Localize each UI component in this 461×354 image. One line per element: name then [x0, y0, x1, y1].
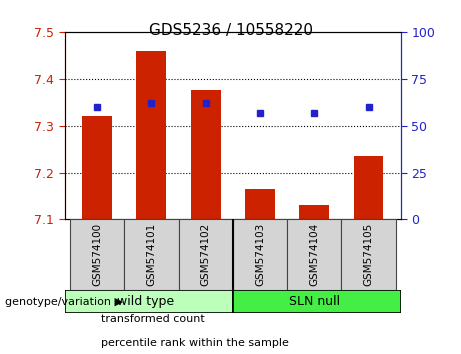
Bar: [178, 219, 233, 290]
Bar: [191, 91, 221, 219]
Bar: [299, 205, 329, 219]
Bar: [70, 219, 124, 290]
Bar: [233, 219, 287, 290]
Text: GSM574103: GSM574103: [255, 223, 265, 286]
Text: GSM574101: GSM574101: [147, 223, 156, 286]
Text: transformed count: transformed count: [101, 314, 205, 324]
Bar: [124, 219, 178, 290]
Bar: [287, 219, 341, 290]
Bar: [354, 156, 384, 219]
Text: GSM574104: GSM574104: [309, 223, 319, 286]
Text: GDS5236 / 10558220: GDS5236 / 10558220: [148, 23, 313, 38]
Text: GSM574102: GSM574102: [201, 223, 211, 286]
Text: genotype/variation ▶: genotype/variation ▶: [5, 297, 123, 307]
Text: percentile rank within the sample: percentile rank within the sample: [101, 338, 290, 348]
Text: GSM574105: GSM574105: [364, 223, 373, 286]
Bar: [233, 290, 401, 313]
Text: SLN null: SLN null: [289, 295, 340, 308]
Bar: [341, 219, 396, 290]
Bar: [65, 290, 233, 313]
Text: wild type: wild type: [118, 295, 175, 308]
Bar: [245, 189, 275, 219]
Bar: [136, 51, 166, 219]
Bar: [82, 116, 112, 219]
Text: GSM574100: GSM574100: [92, 223, 102, 286]
